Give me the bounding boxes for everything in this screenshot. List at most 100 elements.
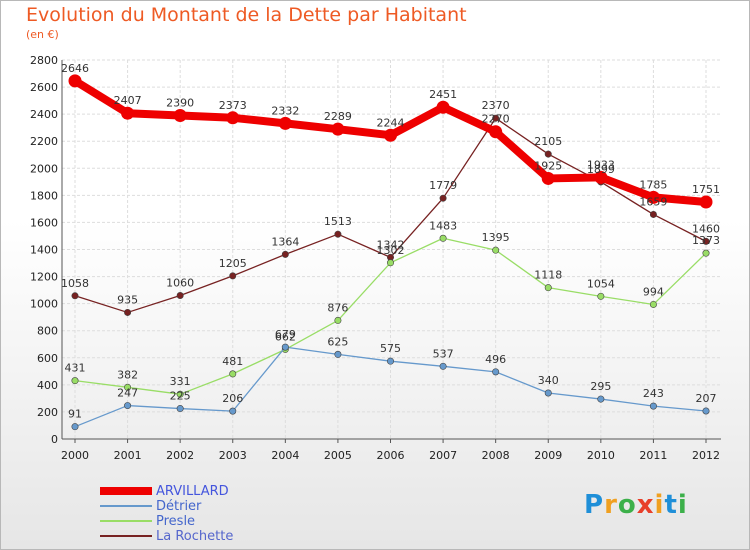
data-point: [121, 106, 135, 120]
legend-label: Détrier: [156, 499, 202, 514]
legend-swatch: [100, 487, 152, 495]
logo-letter: o: [617, 490, 637, 520]
x-tick-label: 2003: [219, 449, 247, 462]
data-point: [176, 292, 184, 300]
legend-label: Presle: [156, 514, 196, 529]
logo-letter: i: [677, 490, 688, 520]
y-tick-label: 400: [37, 379, 58, 392]
data-label: 1513: [324, 215, 352, 228]
data-point: [544, 150, 552, 158]
data-point: [439, 194, 447, 202]
data-point: [544, 389, 552, 397]
data-label: 207: [696, 392, 717, 405]
data-label: 2373: [219, 99, 247, 112]
data-point: [124, 402, 132, 410]
data-label: 1659: [639, 195, 667, 208]
x-tick-label: 2010: [587, 449, 615, 462]
data-label: 1058: [61, 277, 89, 290]
data-point: [71, 377, 79, 385]
legend-swatch: [100, 505, 152, 507]
series-group: [68, 74, 713, 431]
data-point: [281, 250, 289, 258]
data-point: [124, 383, 132, 391]
data-point: [68, 74, 82, 88]
data-point: [492, 246, 500, 254]
x-tick-label: 2006: [377, 449, 405, 462]
data-label: 1751: [692, 183, 720, 196]
data-label: 994: [643, 285, 664, 298]
logo-letter: t: [664, 490, 678, 520]
data-label: 1925: [534, 159, 562, 172]
data-label: 1779: [429, 179, 457, 192]
y-tick-label: 800: [37, 325, 58, 338]
data-point: [386, 357, 394, 365]
x-tick-label: 2000: [61, 449, 89, 462]
x-tick-label: 2004: [271, 449, 299, 462]
data-label: 1118: [534, 269, 562, 282]
data-label: 1483: [429, 219, 457, 232]
data-point: [702, 407, 710, 415]
data-point: [71, 423, 79, 431]
data-label: 431: [65, 362, 86, 375]
data-point: [281, 343, 289, 351]
data-label: 1205: [219, 257, 247, 270]
legend-swatch: [100, 520, 152, 522]
chart-title: Evolution du Montant de la Dette par Hab…: [26, 4, 467, 26]
y-tick-label: 1200: [30, 271, 58, 284]
data-label: 537: [433, 347, 454, 360]
axes: 0 200 400 600 800 1000 1200 1400 1600 1800 2000 220…: [30, 54, 721, 462]
logo-letter: i: [654, 490, 665, 520]
legend-label: ARVILLARD: [156, 484, 229, 499]
data-point: [384, 128, 397, 142]
data-label: 1785: [639, 178, 667, 191]
data-label: 206: [222, 392, 243, 405]
y-tick-label: 200: [37, 406, 58, 419]
data-label: 1342: [377, 238, 405, 251]
x-tick-label: 2011: [639, 449, 667, 462]
data-point: [229, 370, 237, 378]
data-point: [594, 170, 608, 184]
data-label: 2390: [166, 96, 194, 109]
y-tick-label: 600: [37, 352, 58, 365]
data-point: [278, 116, 292, 130]
data-label: 496: [485, 353, 506, 366]
data-label: 1395: [482, 231, 510, 244]
legend-swatch: [100, 535, 152, 537]
data-label: 1054: [587, 277, 615, 290]
data-point: [702, 249, 710, 257]
data-point: [173, 108, 187, 122]
y-tick-label: 2400: [30, 108, 58, 121]
logo-letter: P: [584, 490, 605, 520]
data-point: [229, 407, 237, 415]
data-point: [334, 350, 342, 358]
data-label: 679: [275, 328, 296, 341]
data-point: [649, 210, 657, 218]
data-label: 2105: [534, 135, 562, 148]
data-point: [649, 300, 657, 308]
data-label: 247: [117, 387, 138, 400]
data-label: 481: [222, 355, 243, 368]
data-point: [229, 272, 237, 280]
data-label: 625: [327, 335, 348, 348]
data-label: 1302: [377, 244, 405, 257]
data-label: 2270: [482, 113, 510, 126]
data-label: 662: [275, 330, 296, 343]
data-label: 331: [170, 375, 191, 388]
data-point: [176, 390, 184, 398]
y-tick-label: 2000: [30, 162, 58, 175]
data-label: 2451: [429, 88, 457, 101]
data-point: [541, 171, 555, 185]
data-label: 1060: [166, 277, 194, 290]
y-tick-label: 1600: [30, 216, 58, 229]
data-point: [226, 111, 240, 125]
data-point: [71, 292, 79, 300]
data-point: [646, 190, 660, 204]
chart-subtitle: (en €): [26, 28, 59, 41]
y-tick-label: 1400: [30, 244, 58, 257]
data-point: [439, 234, 447, 242]
data-label: 295: [590, 380, 611, 393]
data-label: 876: [327, 301, 348, 314]
data-point: [489, 125, 503, 139]
data-point: [386, 259, 394, 267]
